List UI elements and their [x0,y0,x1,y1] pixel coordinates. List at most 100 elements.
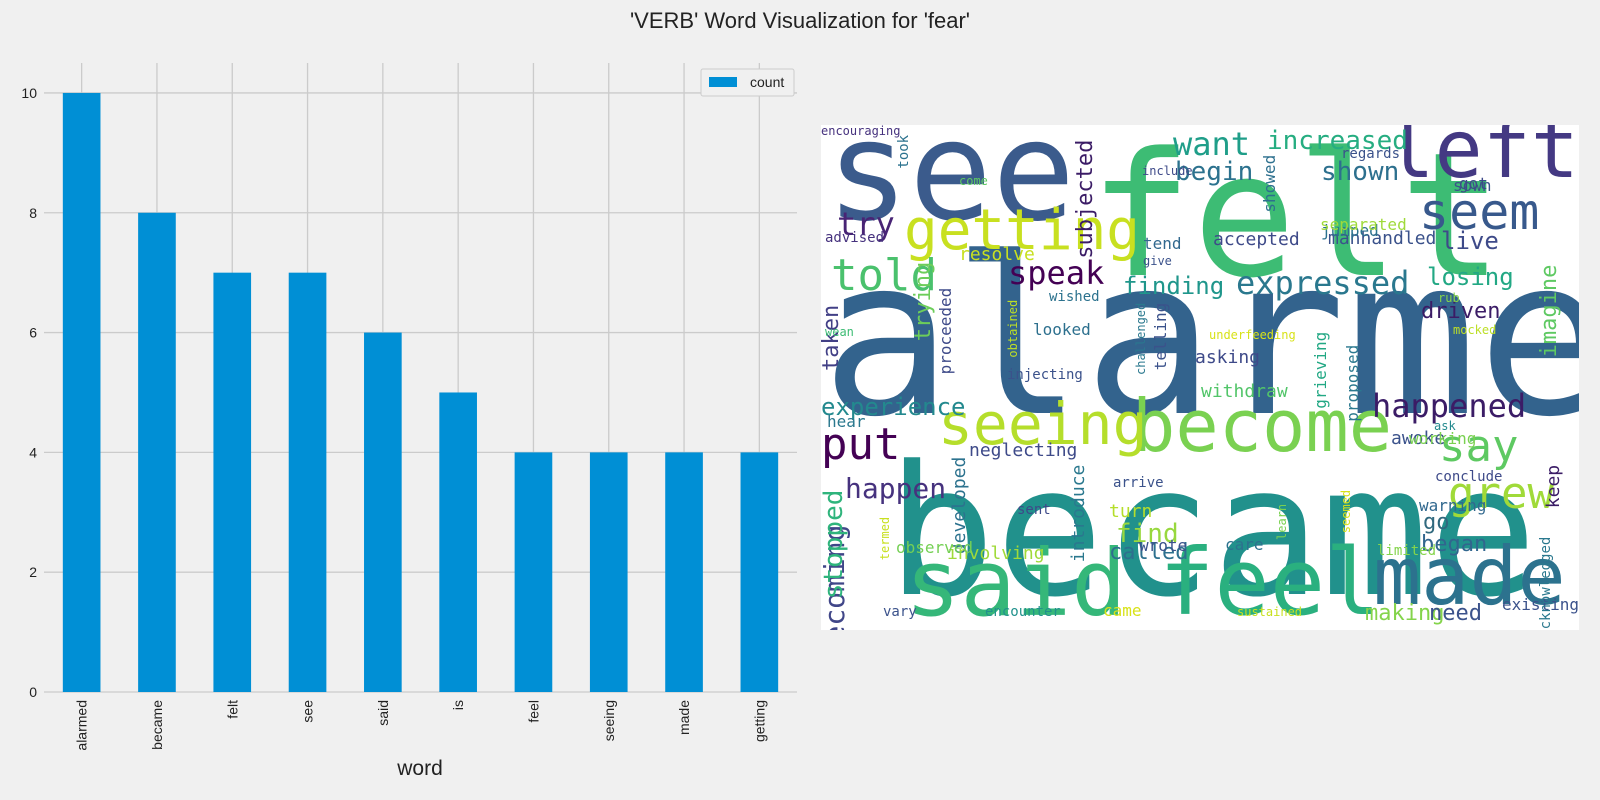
bar-feel [514,452,553,692]
wordcloud-word: came [1103,601,1142,620]
wordcloud-word: jumped [1321,221,1379,240]
wordcloud-word: called [1109,540,1189,565]
wordcloud-word: seem [1419,183,1540,241]
wordcloud-word: mocked [1453,323,1497,337]
wordcloud-word: asking [1195,347,1261,368]
wordcloud-word: seemed [1339,489,1353,534]
x-tick-label: made [676,700,692,735]
y-tick-label: 10 [21,85,37,101]
wordcloud-word: looked [1033,320,1091,339]
wordcloud-word: separated [1320,215,1407,234]
y-tick-label: 0 [29,684,37,700]
wordcloud-word: said [905,530,1127,630]
wordcloud-word: injecting [1007,367,1083,383]
wordcloud-word: accepted [1213,229,1300,250]
wordcloud-word: rub [1438,291,1460,305]
wordcloud-word: challenged [1134,302,1148,375]
wordcloud-word: seeing [938,390,1148,458]
wordcloud-word: working [1409,429,1477,448]
wordcloud-word: awoke [1391,428,1446,449]
wordcloud-word: live [1441,227,1499,255]
wordcloud-word: limited [1377,543,1437,559]
word-cloud: alarmedbecamefeltseesaidfeelmadebecomese… [821,125,1579,630]
x-axis-label: word [396,757,443,780]
wordcloud-word: involving [947,543,1045,564]
wordcloud-word: say [1439,421,1519,472]
wordcloud-word: begin [1175,157,1254,187]
bars-layer [62,92,779,692]
y-tick-label: 8 [29,205,37,221]
wordcloud-word: withdraw [1201,381,1288,402]
x-tick-label: is [450,700,466,710]
x-tick-label: said [375,700,391,726]
wordcloud-word: experience [821,393,966,421]
bar-see [288,272,327,692]
wordcloud-word: give [1143,254,1172,268]
wordcloud-word: resolve [959,244,1035,265]
wordcloud-word: include [1142,164,1193,178]
figure-title: 'VERB' Word Visualization for 'fear' [629,8,971,33]
wordcloud-word: keep [1543,464,1564,509]
bar-became [138,212,176,692]
y-tick-labels: 0 2 4 6 8 10 [21,85,37,700]
wordcloud-word: find [1116,519,1179,549]
wordcloud-word: increased [1267,126,1408,156]
wordcloud-word: wean [825,325,854,339]
wordcloud-word: vary [883,604,917,620]
wordcloud-word: showed [1260,154,1279,213]
wordcloud-word: felt [1089,125,1504,316]
wordcloud-word: arrive [1113,475,1164,491]
y-tick-label: 2 [29,564,37,580]
legend-box [700,68,795,97]
wordcloud-word: underfeeding [1209,328,1296,342]
bar-is [439,392,477,692]
wordcloud-word: learn [1275,503,1289,540]
wordcloud-word: wished [1049,289,1100,305]
wordcloud-word: alarmed [821,212,1579,465]
bar-alarmed [62,92,101,692]
wordcloud-word: became [887,428,1538,630]
wordcloud-word: made [1373,530,1566,623]
wordcloud-word: finding [1123,272,1225,300]
wordcloud-word: sent [1017,502,1051,518]
wordcloud-word: conclude [1435,469,1503,485]
x-tick-label: alarmed [74,700,90,751]
x-tick-label: became [149,700,165,750]
wordcloud-word: getting [904,198,1141,263]
wordcloud-word: sown [1453,176,1492,195]
legend: count [700,68,795,97]
wordcloud-word: regards [1341,146,1401,162]
wordcloud-word: subjected [1073,139,1098,259]
wordcloud-word: acknowledged [1538,536,1554,630]
wordcloud-word: put [821,419,901,470]
x-tick-label: felt [224,700,240,719]
x-tick-labels: alarmed became felt see said is feel seeing made… [74,700,768,751]
wordcloud-word: happened [1372,387,1527,425]
wordcloud-word: ask [1434,419,1456,433]
wordcloud-word: see [826,125,1076,252]
wordcloud-word: encounter [985,604,1061,620]
bar-chart: 0 2 4 6 8 10 alarmed became felt see said is feel se… [21,63,797,780]
wordcloud-word: sustained [1237,605,1303,619]
wordcloud-word: speak [1008,254,1105,292]
wordcloud-word: introduce [1068,464,1089,563]
wordcloud-word: obtained [1006,299,1020,358]
wordcloud-word: care [1225,535,1264,554]
wordcloud-word: encouraging [821,125,901,138]
wordcloud-word: existing [1501,595,1579,614]
x-tick-label: see [300,700,316,723]
wordcloud-word: trying [911,261,936,342]
wordcloud-word: warning [1419,496,1487,515]
legend-swatch [709,77,737,87]
wordcloud-word: grew [1448,468,1554,519]
wordcloud-word: turn [1109,501,1153,522]
wordcloud-word: imagine [1537,264,1562,358]
wordcloud-word: driven [1421,299,1501,324]
wordcloud-word: took [896,134,912,169]
bar-seeing [589,452,628,692]
wordcloud-word: feel [1159,529,1381,630]
wordcloud-word: neglecting [969,440,1078,461]
wordcloud-word: told [831,250,937,301]
wordcloud-word: become [1132,384,1393,468]
wordcloud-word: proposed [1343,344,1362,422]
